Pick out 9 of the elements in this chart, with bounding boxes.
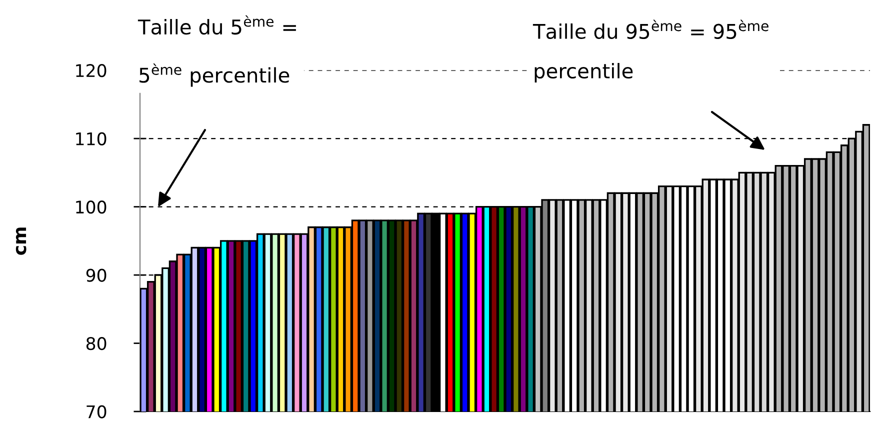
y-tick-label: 120 (76, 64, 106, 78)
y-tick-label: 100 (76, 200, 106, 214)
text: Taille du 5$^{ème}$ = 5$^{ème}$ percentile (138, 15, 296, 87)
y-axis-title: cm (16, 228, 26, 255)
y-tick-label: 90 (86, 268, 106, 282)
y-tick-label: 70 (86, 405, 106, 418)
y-tick-label: 80 (86, 336, 106, 350)
text: Taille du 95$^{ème}$ = 95$^{ème}$ percentile (532, 20, 768, 82)
y-tick-label: 110 (76, 132, 106, 146)
